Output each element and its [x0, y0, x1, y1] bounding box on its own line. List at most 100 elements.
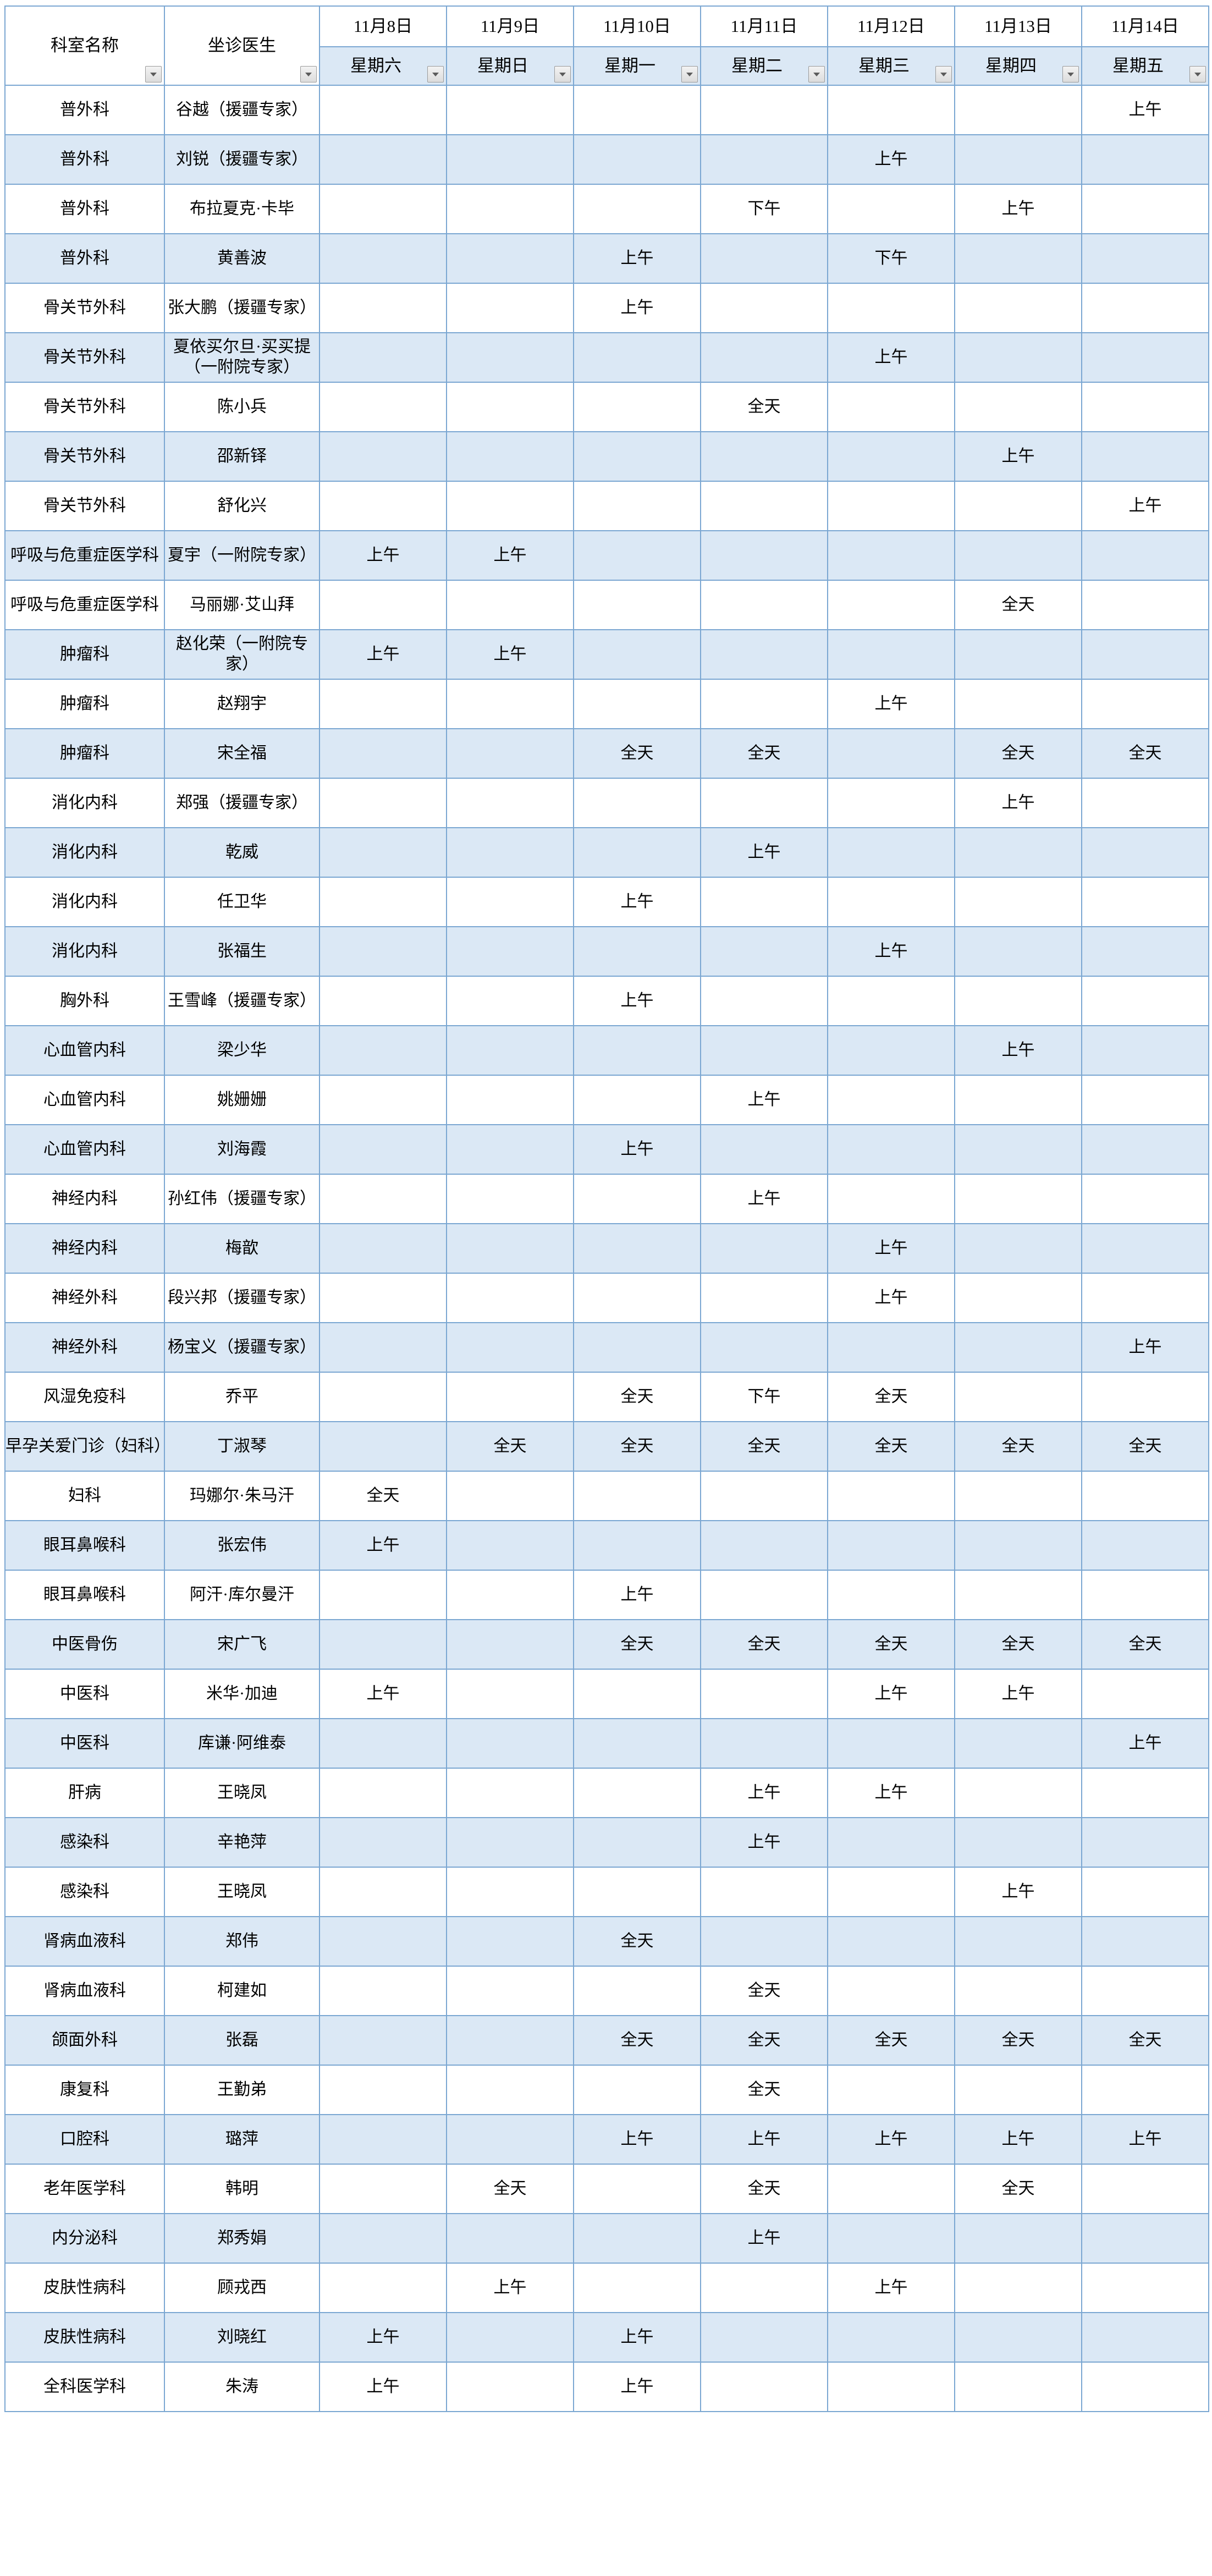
cell-dept: 康复科 — [4, 2065, 165, 2115]
cell-slot-empty — [1081, 382, 1209, 432]
cell-slot-filled: 全天 — [954, 580, 1082, 630]
cell-slot-filled: 上午 — [827, 2114, 955, 2165]
cell-slot-empty — [954, 976, 1082, 1026]
cell-slot-empty — [700, 1669, 828, 1719]
cell-slot-filled: 全天 — [700, 2065, 828, 2115]
cell-slot-filled: 上午 — [954, 1025, 1082, 1076]
table-row: 肿瘤科 宋全福 全天 全天 全天 全天 — [4, 728, 1209, 779]
cell-slot-filled: 上午 — [827, 679, 955, 729]
filter-dropdown-icon-day-5[interactable] — [1062, 66, 1079, 82]
header-dept-name[interactable]: 科室名称 — [4, 5, 165, 86]
table-row: 神经外科 杨宝义（援疆专家） 上午 — [4, 1322, 1209, 1373]
cell-slot-empty — [446, 382, 574, 432]
cell-slot-empty — [954, 1372, 1082, 1422]
cell-slot-empty — [573, 382, 701, 432]
cell-slot-empty — [827, 431, 955, 482]
cell-slot-empty — [446, 1223, 574, 1274]
cell-slot-filled: 上午 — [954, 1867, 1082, 1917]
cell-slot-empty — [319, 1619, 447, 1670]
cell-slot-filled: 全天 — [1081, 1421, 1209, 1472]
table-row: 眼耳鼻喉科 阿汗·库尔曼汗 上午 — [4, 1570, 1209, 1620]
header-weekday-0[interactable]: 星期六 — [319, 46, 447, 86]
header-weekday-2[interactable]: 星期一 — [573, 46, 701, 86]
filter-dropdown-icon-day-6[interactable] — [1189, 66, 1206, 82]
weekday-label: 星期四 — [985, 56, 1037, 76]
header-doctor-name[interactable]: 坐诊医生 — [164, 5, 320, 86]
filter-dropdown-icon-day-3[interactable] — [808, 66, 825, 82]
cell-dept: 内分泌科 — [4, 2213, 165, 2264]
cell-slot-filled: 上午 — [700, 2114, 828, 2165]
cell-doctor: 陈小兵 — [164, 382, 320, 432]
cell-slot-filled: 全天 — [700, 1421, 828, 1472]
header-date-6: 11月14日 — [1081, 5, 1209, 47]
cell-dept: 神经内科 — [4, 1223, 165, 1274]
cell-dept: 心血管内科 — [4, 1075, 165, 1125]
cell-doctor: 朱涛 — [164, 2362, 320, 2412]
filter-dropdown-icon-day-2[interactable] — [681, 66, 698, 82]
cell-slot-empty — [573, 926, 701, 977]
header-doctor-label: 坐诊医生 — [208, 36, 276, 56]
cell-slot-empty — [446, 580, 574, 630]
cell-slot-filled: 全天 — [700, 2164, 828, 2214]
cell-slot-empty — [573, 629, 701, 680]
cell-dept: 妇科 — [4, 1471, 165, 1521]
table-row: 消化内科 张福生 上午 — [4, 926, 1209, 977]
cell-slot-empty — [319, 184, 447, 234]
cell-slot-empty — [319, 1322, 447, 1373]
cell-dept: 消化内科 — [4, 778, 165, 828]
cell-slot-empty — [319, 1124, 447, 1175]
cell-slot-filled: 上午 — [1081, 2114, 1209, 2165]
cell-slot-filled: 全天 — [1081, 2015, 1209, 2066]
cell-dept: 骨关节外科 — [4, 382, 165, 432]
header-weekday-6[interactable]: 星期五 — [1081, 46, 1209, 86]
filter-dropdown-icon-day-1[interactable] — [554, 66, 571, 82]
cell-slot-empty — [700, 530, 828, 581]
cell-slot-empty — [319, 1025, 447, 1076]
cell-slot-empty — [700, 85, 828, 135]
header-row-weekdays: 星期六 星期日 星期一 — [5, 46, 1209, 86]
cell-slot-empty — [446, 2015, 574, 2066]
cell-slot-filled: 上午 — [1081, 85, 1209, 135]
table-row: 神经内科 孙红伟（援疆专家） 上午 — [4, 1174, 1209, 1224]
filter-dropdown-icon-day-4[interactable] — [935, 66, 952, 82]
cell-slot-filled: 上午 — [700, 2213, 828, 2264]
filter-dropdown-icon-doctor[interactable] — [300, 66, 317, 82]
cell-slot-empty — [827, 1025, 955, 1076]
cell-slot-empty — [700, 2263, 828, 2313]
header-weekday-5[interactable]: 星期四 — [954, 46, 1082, 86]
cell-dept: 心血管内科 — [4, 1124, 165, 1175]
cell-slot-filled: 上午 — [827, 1768, 955, 1818]
cell-slot-filled: 上午 — [700, 827, 828, 878]
cell-slot-empty — [573, 1025, 701, 1076]
cell-slot-filled: 全天 — [1081, 1619, 1209, 1670]
cell-doctor: 宋全福 — [164, 728, 320, 779]
header-weekday-1[interactable]: 星期日 — [446, 46, 574, 86]
cell-slot-empty — [700, 629, 828, 680]
cell-slot-filled: 全天 — [827, 2015, 955, 2066]
table-row: 消化内科 郑强（援疆专家） 上午 — [4, 778, 1209, 828]
cell-slot-empty — [827, 1718, 955, 1769]
cell-slot-empty — [1081, 134, 1209, 185]
cell-slot-empty — [827, 629, 955, 680]
cell-slot-empty — [1081, 1075, 1209, 1125]
cell-slot-filled: 上午 — [954, 1669, 1082, 1719]
header-weekday-3[interactable]: 星期二 — [700, 46, 828, 86]
cell-slot-empty — [573, 1174, 701, 1224]
cell-slot-empty — [1081, 1570, 1209, 1620]
cell-slot-empty — [1081, 2263, 1209, 2313]
cell-slot-empty — [573, 332, 701, 383]
table-row: 呼吸与危重症医学科 马丽娜·艾山拜 全天 — [4, 580, 1209, 630]
filter-dropdown-icon-dept[interactable] — [145, 66, 162, 82]
cell-slot-empty — [827, 1322, 955, 1373]
cell-doctor: 王晓凤 — [164, 1768, 320, 1818]
table-row: 神经内科 梅歆 上午 — [4, 1223, 1209, 1274]
cell-slot-empty — [446, 2065, 574, 2115]
cell-dept: 胸外科 — [4, 976, 165, 1026]
cell-dept: 皮肤性病科 — [4, 2263, 165, 2313]
header-weekday-4[interactable]: 星期三 — [827, 46, 955, 86]
cell-slot-empty — [700, 283, 828, 333]
cell-slot-empty — [446, 2213, 574, 2264]
filter-dropdown-icon-day-0[interactable] — [427, 66, 444, 82]
cell-doctor: 夏依买尔旦·买买提（一附院专家） — [164, 332, 320, 383]
cell-dept: 骨关节外科 — [4, 431, 165, 482]
